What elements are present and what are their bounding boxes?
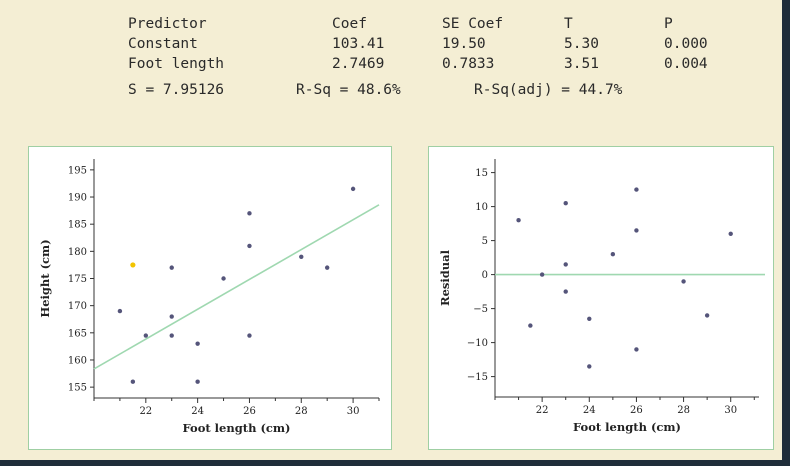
header-p: P	[664, 16, 673, 32]
data-point	[587, 364, 592, 369]
data-point	[324, 265, 330, 270]
header-t: T	[564, 16, 573, 32]
regression-row-constant: Constant 103.41 19.50 5.30 0.000	[128, 36, 708, 56]
data-point	[117, 308, 123, 314]
y-axis-title: Height (cm)	[38, 239, 52, 317]
x-axis-title: Foot length (cm)	[182, 421, 290, 435]
cell-t: 5.30	[564, 36, 599, 52]
data-point	[681, 279, 686, 284]
cell-p: 0.004	[664, 56, 708, 72]
data-point	[528, 323, 533, 328]
data-point	[195, 379, 200, 384]
s-value: S = 7.95126	[128, 82, 225, 98]
r-squared: R-Sq = 48.6%	[296, 82, 401, 98]
x-tick-label: 24	[583, 405, 596, 416]
y-tick-label: 10	[475, 202, 488, 213]
cell-coef: 103.41	[332, 36, 385, 52]
data-point	[728, 231, 733, 236]
data-point	[704, 313, 710, 318]
data-point	[195, 341, 200, 346]
data-point	[634, 347, 639, 352]
y-tick-label: −10	[467, 338, 488, 349]
data-point	[563, 289, 568, 294]
data-point	[247, 243, 252, 249]
data-point	[563, 262, 568, 267]
cell-se-coef: 0.7833	[442, 56, 495, 72]
data-point	[143, 333, 149, 338]
data-point	[610, 252, 616, 257]
header-coef: Coef	[332, 16, 367, 32]
x-tick-label: 30	[347, 406, 360, 417]
y-tick-label: 180	[68, 247, 87, 258]
residual-panel: −15 −10 −5 0 5 10 15 22 24 26 28 30 Foot length (cm)…	[428, 146, 774, 450]
x-tick-label: 26	[243, 406, 256, 417]
y-tick-label: 165	[68, 328, 87, 339]
y-tick-label: 155	[68, 383, 87, 394]
data-point	[350, 186, 356, 192]
x-tick-label: 28	[295, 406, 308, 417]
highlighted-data-point	[130, 262, 136, 268]
data-point	[130, 379, 136, 384]
data-point	[634, 187, 639, 192]
regression-header-row: Predictor Coef SE Coef T P	[128, 16, 673, 36]
x-tick-label: 28	[677, 405, 690, 416]
cell-predictor: Constant	[128, 36, 198, 52]
data-point	[299, 254, 304, 259]
data-point	[247, 333, 252, 338]
data-point	[169, 314, 174, 319]
data-point	[169, 265, 174, 270]
y-tick-label: 185	[68, 220, 87, 231]
y-tick-label: 170	[68, 301, 87, 312]
y-tick-label: −15	[467, 372, 488, 383]
cell-t: 3.51	[564, 56, 599, 72]
y-tick-label: 195	[68, 165, 87, 176]
scatter-panel: 155 160 165 170 175 180 185 190 195 22 24 26 28 30 Foo…	[28, 146, 392, 450]
data-point	[539, 272, 545, 277]
data-point	[516, 218, 521, 223]
cell-predictor: Foot length	[128, 56, 225, 72]
data-point	[169, 333, 174, 338]
y-tick-label: −5	[473, 304, 488, 315]
residual-plot: −15 −10 −5 0 5 10 15 22 24 26 28 30 Foot length (cm)…	[438, 159, 765, 434]
cell-coef: 2.7469	[332, 56, 385, 72]
cell-se-coef: 19.50	[442, 36, 486, 52]
y-tick-label: 160	[68, 355, 87, 366]
x-tick-label: 26	[630, 405, 643, 416]
regression-line	[93, 204, 380, 370]
data-point	[634, 228, 639, 233]
y-axis-title: Residual	[438, 249, 452, 306]
cell-p: 0.000	[664, 36, 708, 52]
data-point	[221, 276, 226, 281]
x-tick-label: 30	[724, 405, 737, 416]
data-point	[563, 201, 568, 206]
y-tick-label: 190	[68, 193, 87, 204]
y-tick-label: 0	[482, 270, 488, 281]
model-summary-line: S = 7.95126 R-Sq = 48.6% R-Sq(adj) = 44.…	[128, 82, 622, 162]
regression-table: Predictor Coef SE Coef T P Constant 103.…	[128, 16, 708, 76]
x-tick-label: 22	[536, 405, 549, 416]
x-tick-label: 22	[139, 406, 152, 417]
y-tick-label: 15	[475, 168, 488, 179]
data-point	[587, 316, 592, 321]
header-predictor: Predictor	[128, 16, 207, 32]
y-tick-label: 175	[68, 274, 87, 285]
data-point	[247, 211, 252, 216]
r-squared-adj: R-Sq(adj) = 44.7%	[474, 82, 623, 98]
x-tick-label: 24	[191, 406, 204, 417]
x-axis-title: Foot length (cm)	[573, 420, 681, 434]
y-tick-label: 5	[482, 236, 488, 247]
header-se-coef: SE Coef	[442, 16, 504, 32]
scatter-plot: 155 160 165 170 175 180 185 190 195 22 24 26 28 30 Foo…	[38, 159, 380, 435]
regression-row-foot-length: Foot length 2.7469 0.7833 3.51 0.004	[128, 56, 708, 76]
